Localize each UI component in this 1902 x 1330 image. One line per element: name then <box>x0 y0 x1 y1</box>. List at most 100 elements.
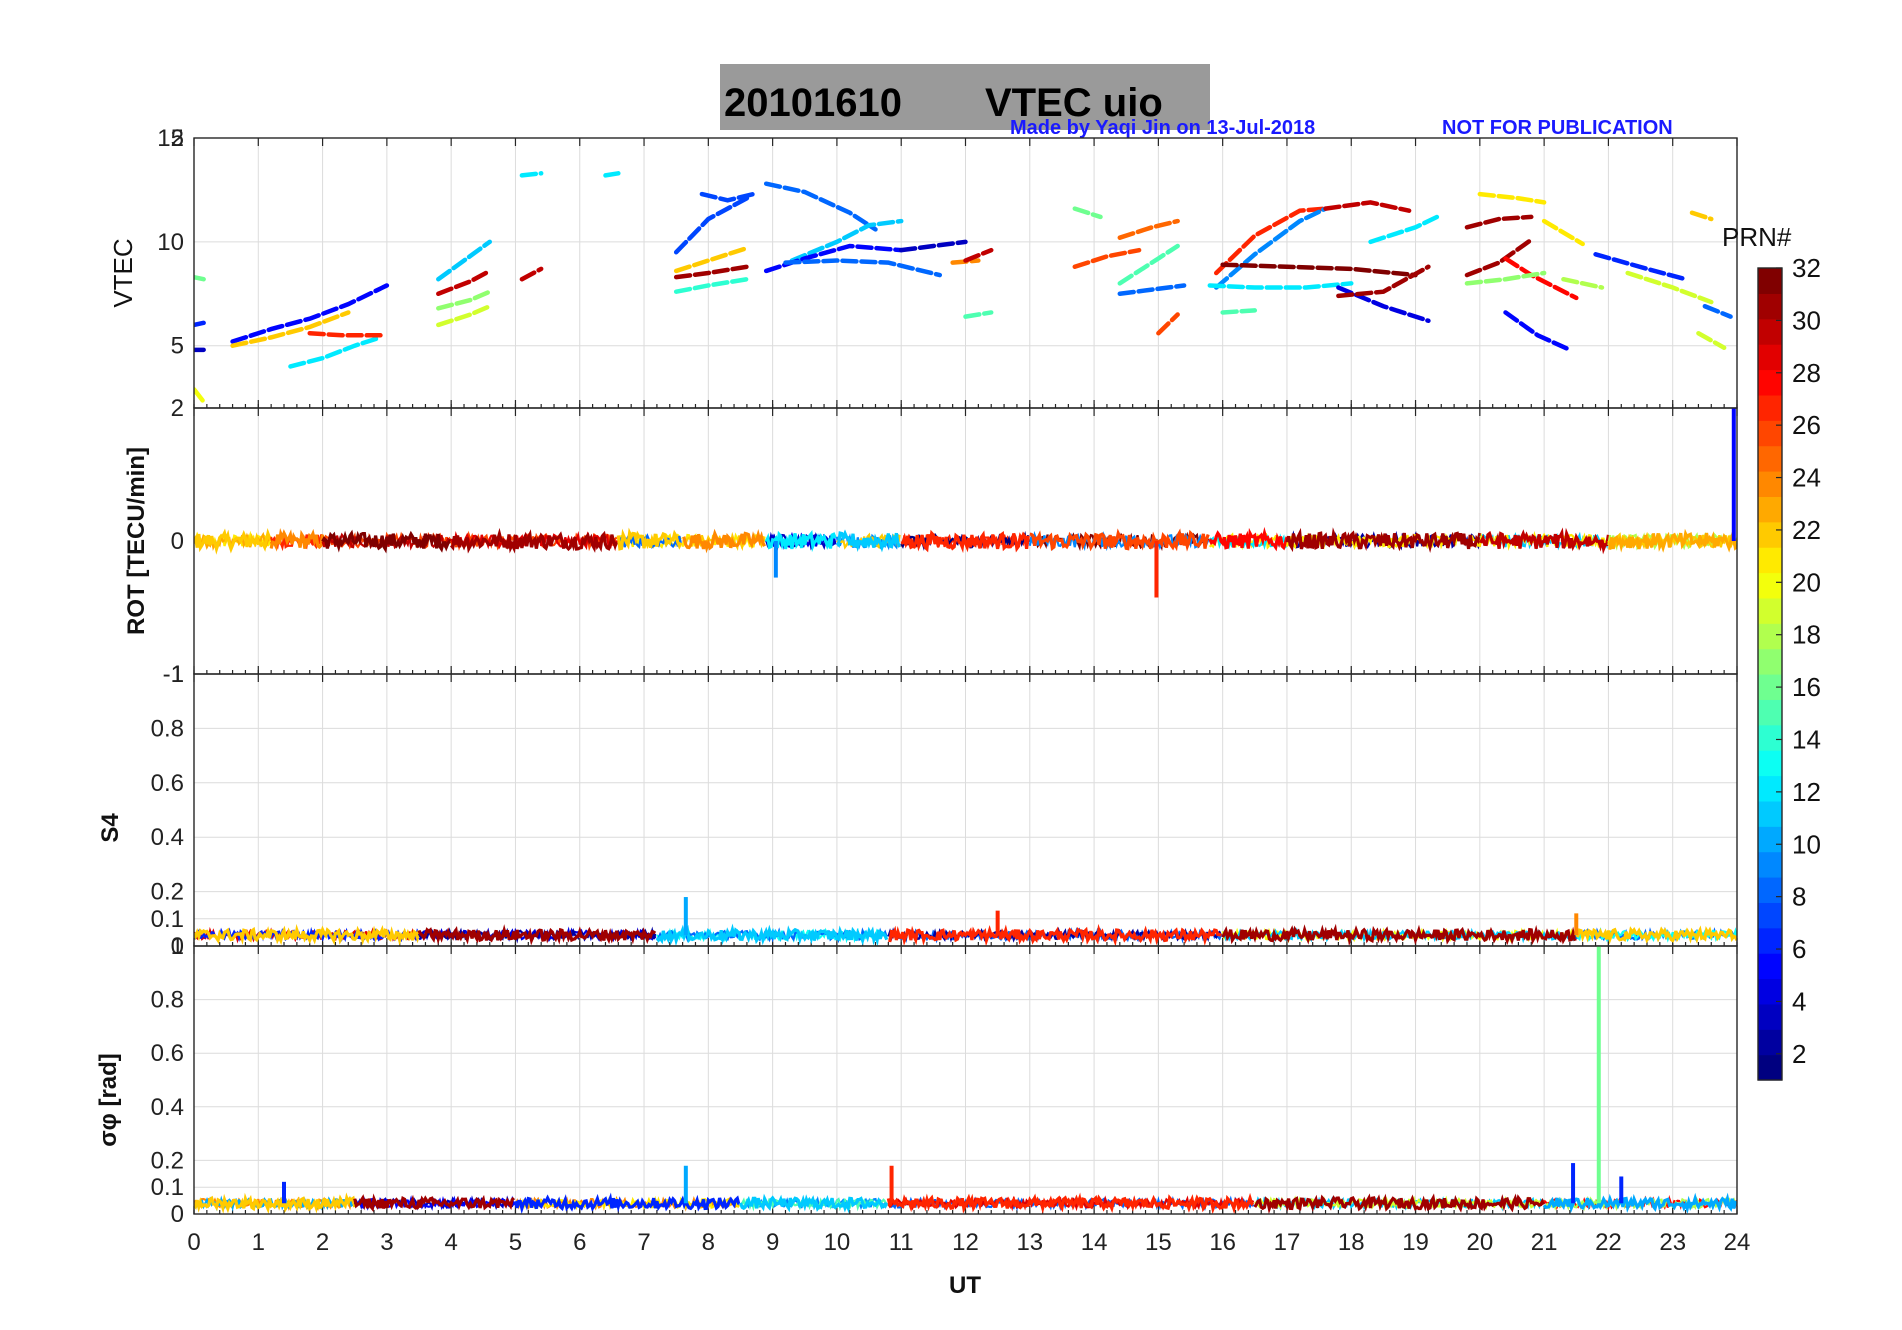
y-tick-label-top: 2 <box>171 125 184 152</box>
panel-vtec: 5 10 152 VTEC <box>108 125 1738 409</box>
colorbar-swatch <box>1758 496 1782 523</box>
colorbar-tick-label: 32 <box>1792 253 1821 283</box>
vtec-series-prn-12 <box>603 171 621 178</box>
vtec-series-prn-12 <box>1207 281 1354 290</box>
trace-rot-prn-11 <box>835 529 902 553</box>
vtec-series-prn-26 <box>1072 247 1142 270</box>
y-tick-label: 0 <box>171 1201 184 1228</box>
y-tick-label: 1 <box>171 933 184 960</box>
vtec-series-prn-16 <box>194 274 206 282</box>
x-tick-label: 11 <box>889 1229 914 1256</box>
x-tick-label: 23 <box>1659 1229 1686 1256</box>
y-axis-label-sigma: σφ [rad] <box>95 1053 122 1147</box>
trace-rot-prn-31 <box>1285 527 1482 553</box>
colorbar-swatch <box>1758 521 1782 548</box>
vtec-series-prn-11 <box>789 218 904 263</box>
trace-sigma_phi-prn-22 <box>194 1192 357 1214</box>
chart-date: 20101610 <box>724 81 902 125</box>
x-tick-label: 2 <box>316 1229 329 1256</box>
colorbar-swatch <box>1758 953 1782 980</box>
colorbar-tick-label: 12 <box>1792 777 1821 807</box>
x-tick-label: 24 <box>1724 1229 1751 1256</box>
trace-sigma_phi-prn-11 <box>739 1193 889 1214</box>
colorbar-swatch <box>1758 699 1782 726</box>
colorbar-swatch <box>1758 293 1782 320</box>
trace-s4-prn-27 <box>888 923 1223 946</box>
x-tick-label: 1 <box>252 1229 265 1256</box>
vtec-series-prn-30 <box>1323 200 1412 213</box>
colorbar-swatch <box>1758 318 1782 345</box>
y-tick-label: 0.2 <box>151 879 184 906</box>
colorbar-tick-label: 6 <box>1792 934 1806 964</box>
trace-s4-prn-11 <box>655 923 889 946</box>
colorbar-swatch <box>1758 623 1782 650</box>
vtec-series-prn-27 <box>307 330 383 338</box>
x-tick-label: 8 <box>702 1229 715 1256</box>
colorbar-swatch <box>1758 268 1782 294</box>
colorbar-swatch <box>1758 344 1782 371</box>
x-tick-label: 13 <box>1016 1229 1043 1256</box>
trace-rot-prn-22 <box>616 527 683 551</box>
colorbar-swatch <box>1758 1003 1782 1030</box>
vtec-series-prn-31 <box>1464 237 1534 278</box>
x-tick-label: 22 <box>1595 1229 1622 1256</box>
vtec-series-prn-17 <box>436 289 492 311</box>
vtec-series-prn-15 <box>963 310 994 319</box>
x-tick-label: 21 <box>1531 1229 1558 1256</box>
colorbar-swatch <box>1758 369 1782 396</box>
colorbar-swatch <box>1758 902 1782 929</box>
colorbar-swatch <box>1758 775 1782 802</box>
panel-rot: 0 2 -1 ROT [TECU/min] <box>123 395 1738 688</box>
x-tick-label: 7 <box>637 1229 650 1256</box>
vtec-series-prn-6 <box>194 320 206 328</box>
y-tick-label: 0 <box>171 528 184 555</box>
colorbar-swatch <box>1758 445 1782 472</box>
vtec-series-prn-26 <box>1156 312 1180 336</box>
x-tick-label: 3 <box>380 1229 393 1256</box>
colorbar-swatch <box>1758 597 1782 624</box>
colorbar-tick-label: 14 <box>1792 724 1821 754</box>
colorbar-tick-label: 28 <box>1792 358 1821 388</box>
vtec-series-prn-31 <box>1336 264 1431 299</box>
y-axis-label-vtec: VTEC <box>108 238 138 307</box>
panel-data-s4 <box>194 897 1737 946</box>
vtec-series-prn-21 <box>1477 191 1547 205</box>
x-tick-label: 14 <box>1081 1229 1108 1256</box>
x-tick-label: 10 <box>824 1229 851 1256</box>
trace-rot-prn-24 <box>269 528 325 552</box>
colorbar-swatch <box>1758 851 1782 878</box>
vtec-series-prn-19 <box>1696 330 1727 351</box>
x-tick-label: 5 <box>509 1229 522 1256</box>
vtec-series-prn-12 <box>1368 212 1444 245</box>
y-tick-label: 0.2 <box>151 1147 184 1174</box>
vtec-series-prn-17 <box>1464 270 1547 286</box>
colorbar-title: PRN# <box>1722 222 1792 252</box>
vtec-series-prn-30 <box>519 266 544 282</box>
y-tick-label: 0.6 <box>151 770 184 797</box>
y-axis-label-rot: ROT [TECU/min] <box>123 447 150 635</box>
vtec-series-prn-11 <box>436 239 492 282</box>
vtec-series-prn-22 <box>673 245 750 274</box>
panel-data-vtec <box>194 171 1733 405</box>
trace-sigma_phi-prn-6 <box>513 1192 741 1214</box>
vtec-series-prn-12 <box>519 171 544 178</box>
vtec-series-prn-8 <box>763 181 878 232</box>
y-tick-label: 0.8 <box>151 987 184 1014</box>
vtec-series-prn-7 <box>699 191 756 203</box>
vtec-series-prn-12 <box>288 335 383 369</box>
colorbar-tick-label: 22 <box>1792 515 1821 545</box>
vtec-series-prn-8 <box>783 258 943 278</box>
x-axis-ticks: 0 1 2 3 4 5 6 7 8 9 10 11 12 13 14 15 16 17 18 19 20 21 22 23 24 <box>187 1229 1750 1256</box>
y-tick-label: 15 <box>157 125 184 152</box>
trace-sigma_phi-prn-27 <box>886 1192 1255 1214</box>
trace-s4-prn-31 <box>1221 923 1577 946</box>
chart-title: VTEC uio <box>985 81 1163 125</box>
vtec-series-prn-14 <box>673 276 750 294</box>
colorbar-swatch <box>1758 1054 1782 1081</box>
trace-sigma_phi-prn-10 <box>1542 1192 1737 1214</box>
colorbar-tick-label: 26 <box>1792 410 1821 440</box>
panel-data-rot <box>194 408 1737 598</box>
y-tick-label-top: 2 <box>171 395 184 422</box>
